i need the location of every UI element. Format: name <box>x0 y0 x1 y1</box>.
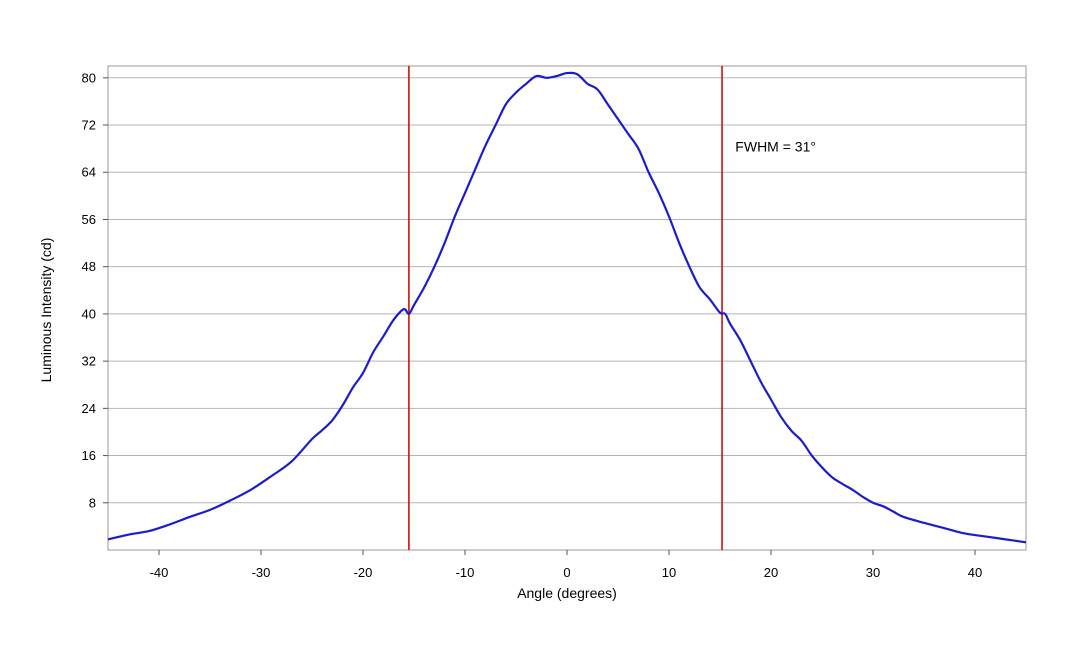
y-tick-label: 72 <box>82 118 96 133</box>
fwhm-annotation: FWHM = 31° <box>735 139 816 155</box>
y-axis-ticks: 8 16 24 32 40 48 56 64 72 80 <box>82 70 108 510</box>
x-tick-label: -40 <box>150 565 169 580</box>
y-axis-title: Luminous Intensity (cd) <box>38 238 54 383</box>
x-tick-label: 30 <box>866 565 880 580</box>
x-axis-ticks: -40 -30 -20 -10 0 10 20 30 40 <box>150 550 982 580</box>
y-tick-label: 32 <box>82 354 96 369</box>
y-tick-label: 40 <box>82 306 96 321</box>
x-tick-label: -10 <box>456 565 475 580</box>
x-axis-title: Angle (degrees) <box>517 585 617 601</box>
x-tick-label: 10 <box>662 565 676 580</box>
y-tick-label: 48 <box>82 259 96 274</box>
x-tick-label: -20 <box>354 565 373 580</box>
grid-layer <box>108 77 1026 504</box>
y-tick-label: 64 <box>82 165 96 180</box>
x-tick-label: 40 <box>968 565 982 580</box>
plot-area-frame <box>107 65 1027 551</box>
y-tick-label: 16 <box>82 448 96 463</box>
y-tick-label: 56 <box>82 212 96 227</box>
y-tick-label: 8 <box>89 495 96 510</box>
intensity-curve <box>107 71 1027 544</box>
y-tick-label: 24 <box>82 401 96 416</box>
x-tick-label: -30 <box>252 565 271 580</box>
y-tick-label: 80 <box>82 70 96 85</box>
half-max-lines <box>408 66 723 550</box>
x-tick-label: 0 <box>563 565 570 580</box>
x-tick-label: 20 <box>764 565 778 580</box>
